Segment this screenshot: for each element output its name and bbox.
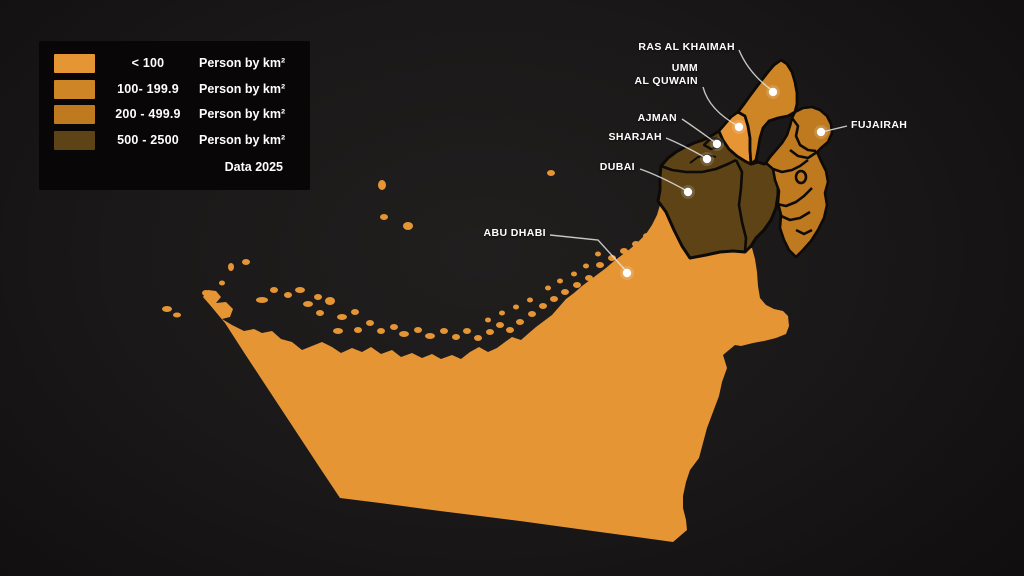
dot-abu-dhabi — [620, 266, 634, 280]
east-enclave-border-5 — [780, 210, 811, 222]
coastal-islands — [162, 170, 651, 341]
city-dots — [620, 85, 828, 280]
leader-fujairah — [821, 125, 848, 133]
legend-unit-4: Person by km² — [199, 132, 286, 147]
leader-abu-dhabi — [549, 234, 628, 273]
legend-range-4: 500 - 2500 — [117, 132, 179, 147]
abu-dhabi-shape — [203, 199, 789, 542]
legend-swatch-4 — [54, 130, 95, 150]
legend-swatch-2 — [54, 79, 95, 99]
legend-swatch-1 — [54, 54, 95, 73]
dot-fujairah — [814, 125, 828, 139]
east-enclave-border-2 — [789, 148, 818, 160]
label-umm-al-quwain-line1: UMM — [671, 62, 698, 74]
fujairah-east-coast-regions — [764, 105, 834, 259]
label-sharjah: SHARJAH — [608, 131, 662, 143]
legend-range-1: < 100 — [131, 56, 165, 70]
legend-range-3: 200 - 499.9 — [115, 107, 181, 121]
legend-unit-2: Person by km² — [199, 81, 286, 96]
dot-ajman — [710, 137, 724, 151]
label-umm-al-quwain: UMM AL QUWAIN — [635, 62, 699, 88]
legend-row-4: 500 - 2500 Person by km² — [39, 130, 310, 151]
label-umm-al-quwain-line2: AL QUWAIN — [634, 75, 698, 87]
label-fujairah: FUJAIRAH — [851, 119, 908, 131]
label-abu-dhabi: ABU DHABI — [483, 227, 546, 239]
east-enclave-border-7 — [794, 169, 808, 185]
east-enclave-border-3 — [772, 158, 809, 174]
leader-dubai — [639, 168, 688, 192]
leader-lines — [549, 49, 848, 273]
legend-row-3: 200 - 499.9 Person by km² — [39, 105, 310, 125]
leader-ras-al-khaimah — [738, 49, 774, 92]
sharjah-dubai-border-line — [660, 158, 737, 174]
leader-ajman — [681, 118, 717, 144]
dot-ras-al-khaimah — [766, 85, 780, 99]
east-enclave-border-1 — [790, 117, 817, 153]
legend-data-year-note: Data 2025 — [224, 160, 283, 174]
legend-range-2: 100- 199.9 — [117, 81, 179, 96]
legend-panel: < 100 Person by km² 100- 199.9 Person by… — [39, 41, 310, 190]
label-dubai: DUBAI — [599, 161, 635, 173]
leader-umm-al-quwain — [702, 86, 739, 127]
legend-unit-1: Person by km² — [199, 56, 286, 70]
dot-umm-al-quwain — [732, 120, 746, 134]
legend-row-1: < 100 Person by km² — [39, 54, 310, 74]
east-enclave-border-4 — [776, 187, 813, 208]
label-ajman: AJMAN — [637, 112, 677, 124]
abu-dhabi-region — [203, 199, 789, 542]
dot-sharjah — [700, 152, 714, 166]
label-ras-al-khaimah: RAS AL KHAIMAH — [638, 41, 735, 53]
dubai-east-border-line — [734, 159, 748, 253]
dot-dubai — [681, 185, 695, 199]
legend-unit-3: Person by km² — [199, 107, 286, 121]
leader-sharjah — [665, 137, 707, 159]
east-enclave-border-6 — [795, 228, 813, 236]
legend-swatch-3 — [54, 105, 95, 124]
legend-row-2: 100- 199.9 Person by km² — [39, 79, 310, 100]
